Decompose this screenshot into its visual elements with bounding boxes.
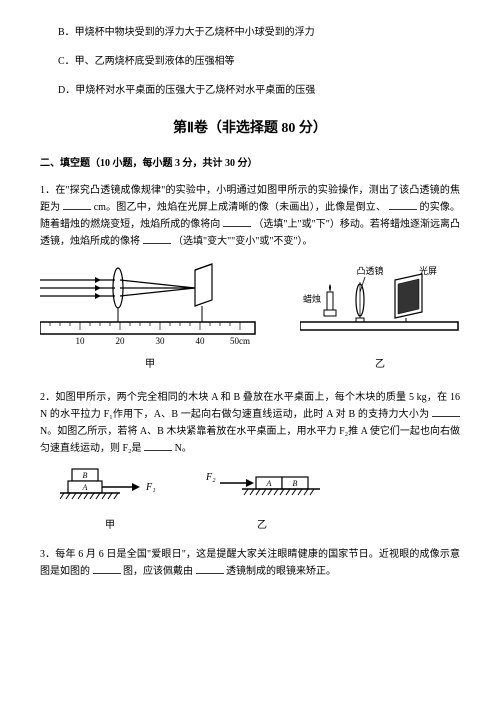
section-2-title: 第Ⅱ卷（非选择题 80 分） <box>40 117 460 141</box>
option-d: D．甲烧杯对水平桌面的压强大于乙烧杯对水平桌面的压强 <box>40 82 460 99</box>
q3-blank-2 <box>196 564 224 574</box>
q1-diagrams: 10 20 30 40 50cm 甲 凸透镜 光屏 蜡烛 <box>40 262 460 373</box>
q2-text-3: N。 <box>175 443 192 454</box>
svg-text:B: B <box>293 479 298 488</box>
q1-text-5: （选填"变大""变小"或"不变"）。 <box>173 236 313 247</box>
option-c: C．甲、乙两烧杯底受到液体的压强相等 <box>40 53 460 70</box>
svg-text:F₁: F₁ <box>145 482 156 493</box>
q1-diagram-jia: 10 20 30 40 50cm 甲 <box>40 262 260 373</box>
q1-text-2: cm。图乙中，烛焰在光屏上成清晰的像（未画出），此像是倒立、 <box>94 202 386 213</box>
question-2: 2．如图甲所示，两个完全相同的木块 A 和 B 叠放在水平桌面上，每个木块的质量… <box>40 389 460 457</box>
svg-text:20: 20 <box>116 336 126 346</box>
svg-text:50cm: 50cm <box>230 336 250 346</box>
q1-blank-2 <box>389 200 417 210</box>
svg-text:30: 30 <box>156 336 166 346</box>
q2-yi-label: 乙 <box>202 517 322 534</box>
question-1: 1．在"探究凸透镜成像规律"的实验中，小明通过如图甲所示的实验操作，测出了该凸透… <box>40 182 460 250</box>
svg-text:A: A <box>82 483 88 492</box>
svg-text:B: B <box>83 471 88 480</box>
q2-diagram-yi: F₂ A B 乙 <box>202 465 322 534</box>
q3-text-2: 图，应该佩戴由 <box>123 566 193 577</box>
option-b: B．甲烧杯中物块受到的浮力大于乙烧杯中小球受到的浮力 <box>40 24 460 41</box>
q3-blank-1 <box>93 564 121 574</box>
svg-text:A: A <box>266 479 272 488</box>
question-3: 3．每年 6 月 6 日是全国"爱眼日"，这是提醒大家关注眼睛健康的国家节日。近… <box>40 546 460 580</box>
q1-blank-4 <box>143 234 171 244</box>
q2-diagrams: B A F₁ 甲 F₂ A B <box>40 465 460 534</box>
q1-yi-label: 乙 <box>300 356 460 373</box>
svg-text:F₂: F₂ <box>205 472 216 483</box>
q2-diagram-jia: B A F₁ 甲 <box>60 465 160 534</box>
q2-text-2: N。如图乙所示，若将 A、B 木块紧靠着放在水平桌面上，用水平力 F₂推 A 使… <box>40 426 460 454</box>
q2-jia-label: 甲 <box>60 517 160 534</box>
q1-blank-3 <box>223 217 251 227</box>
q2-blank-1 <box>432 407 460 417</box>
svg-text:凸透镜: 凸透镜 <box>356 265 383 276</box>
svg-text:10: 10 <box>76 336 86 346</box>
subsection-fill: 二、填空题（10 小题，每小题 3 分，共计 30 分） <box>40 155 460 172</box>
q1-diagram-yi: 凸透镜 光屏 蜡烛 乙 <box>300 262 460 373</box>
q3-text-3: 透镜制成的眼镜来矫正。 <box>226 566 336 577</box>
q2-text-1: 2．如图甲所示，两个完全相同的木块 A 和 B 叠放在水平桌面上，每个木块的质量… <box>40 392 460 420</box>
svg-text:40: 40 <box>196 336 206 346</box>
q1-blank-1 <box>63 200 91 210</box>
q1-jia-label: 甲 <box>40 356 260 373</box>
svg-text:蜡烛: 蜡烛 <box>303 293 321 304</box>
q2-blank-2 <box>144 441 172 451</box>
